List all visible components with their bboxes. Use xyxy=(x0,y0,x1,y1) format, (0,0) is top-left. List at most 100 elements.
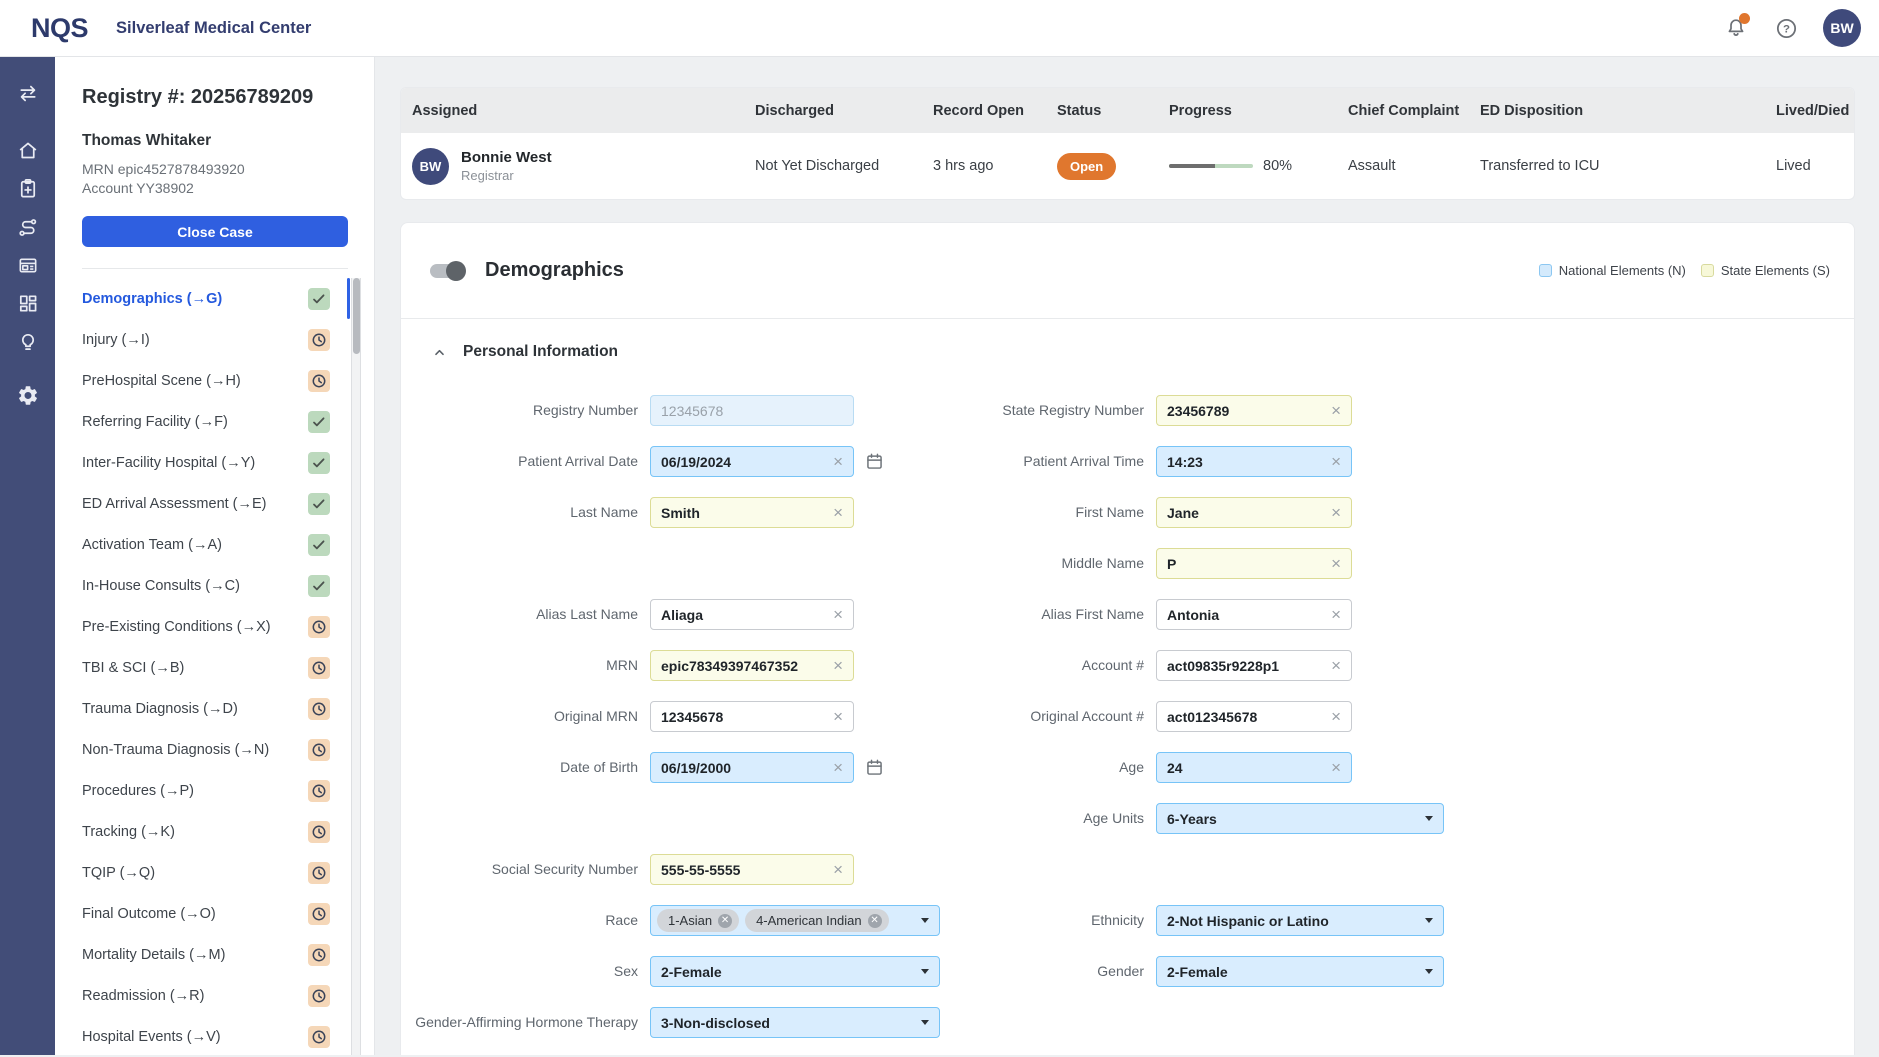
account-input[interactable]: act09835r9228p1 × xyxy=(1156,650,1352,681)
clear-field-icon[interactable]: × xyxy=(1331,656,1341,675)
route-icon[interactable] xyxy=(16,216,39,239)
open-calendar-button[interactable] xyxy=(864,757,885,778)
nav-item-referring-facility-f[interactable]: Referring Facility (→F) xyxy=(55,401,375,442)
legend-swatch xyxy=(1538,264,1552,277)
middle-name-value: P xyxy=(1167,555,1177,572)
status-pending-icon xyxy=(308,697,330,720)
help-button[interactable]: ? xyxy=(1773,15,1799,41)
clear-field-icon[interactable]: × xyxy=(1331,758,1341,777)
chip-remove-icon[interactable]: ✕ xyxy=(867,913,882,928)
nav-item-pre-existing-conditions-x[interactable]: Pre-Existing Conditions (→X) xyxy=(55,606,375,647)
nav-item-tbi-sci-b[interactable]: TBI & SCI (→B) xyxy=(55,647,375,688)
patient-arrival-time-input[interactable]: 14:23 × xyxy=(1156,446,1352,477)
home-icon[interactable] xyxy=(16,139,39,162)
registry-number-title: Registry #: 20256789209 xyxy=(82,86,314,108)
ethnicity-select[interactable]: 2-Not Hispanic or Latino xyxy=(1156,905,1444,936)
clear-field-icon[interactable]: × xyxy=(833,860,843,879)
nav-item-procedures-p[interactable]: Procedures (→P) xyxy=(55,770,375,811)
assignee-role: Registrar xyxy=(461,168,514,183)
gender-affirming-hormone-therapy-select[interactable]: 3-Non-disclosed xyxy=(650,1007,940,1038)
mrn-label: MRN xyxy=(606,656,638,673)
social-security-number-input[interactable]: 555-55-5555 × xyxy=(650,854,854,885)
swap-horizontal-icon[interactable] xyxy=(16,82,39,105)
clear-field-icon[interactable]: × xyxy=(833,758,843,777)
nav-scrollbar-thumb[interactable] xyxy=(352,278,360,354)
original-account-input[interactable]: act012345678 × xyxy=(1156,701,1352,732)
nav-item-demographics-g[interactable]: Demographics (→G) xyxy=(55,278,375,319)
nav-item-tqip-q[interactable]: TQIP (→Q) xyxy=(55,852,375,893)
nav-item-injury-i[interactable]: Injury (→I) xyxy=(55,319,375,360)
field-row-ethnicity: Ethnicity 2-Not Hispanic or Latino xyxy=(956,895,1856,946)
notifications-button[interactable] xyxy=(1723,13,1750,41)
age-input[interactable]: 24 × xyxy=(1156,752,1352,783)
alias-last-name-input[interactable]: Aliaga × xyxy=(650,599,854,630)
clear-field-icon[interactable]: × xyxy=(1331,605,1341,624)
clear-field-icon[interactable]: × xyxy=(1331,452,1341,471)
clear-field-icon[interactable]: × xyxy=(833,656,843,675)
race-chips: 1-Asian ✕ 4-American Indian ✕ xyxy=(657,909,913,932)
clear-field-icon[interactable]: × xyxy=(833,503,843,522)
field-row-original-account: Original Account # act012345678 × xyxy=(956,691,1856,742)
clear-field-icon[interactable]: × xyxy=(833,707,843,726)
chip-4-american-indian: 4-American Indian ✕ xyxy=(745,909,889,932)
alias-first-name-input[interactable]: Antonia × xyxy=(1156,599,1352,630)
sex-select[interactable]: 2-Female xyxy=(650,956,940,987)
lightbulb-icon[interactable] xyxy=(16,330,39,353)
user-avatar[interactable]: BW xyxy=(1823,9,1861,47)
nav-item-label: ED Arrival Assessment (→E) xyxy=(82,495,267,512)
nav-item-hospital-events-v[interactable]: Hospital Events (→V) xyxy=(55,1016,375,1057)
age-units-label: Age Units xyxy=(1083,809,1144,826)
original-mrn-input[interactable]: 12345678 × xyxy=(650,701,854,732)
open-calendar-button[interactable] xyxy=(864,451,885,472)
news-icon[interactable] xyxy=(16,254,39,277)
clear-field-icon[interactable]: × xyxy=(1331,554,1341,573)
mrn-value: epic78349397467352 xyxy=(661,657,799,674)
nav-item-prehospital-scene-h[interactable]: PreHospital Scene (→H) xyxy=(55,360,375,401)
status-complete-icon xyxy=(308,533,330,556)
nav-item-trauma-diagnosis-d[interactable]: Trauma Diagnosis (→D) xyxy=(55,688,375,729)
demographics-toggle[interactable] xyxy=(430,260,466,281)
field-row-age-units: Age Units 6-Years xyxy=(956,793,1856,844)
nav-item-in-house-consults-c[interactable]: In-House Consults (→C) xyxy=(55,565,375,606)
nav-scrollbar-track[interactable] xyxy=(351,278,361,1055)
registry-number-input[interactable]: 12345678 xyxy=(650,395,854,426)
mrn-input[interactable]: epic78349397467352 × xyxy=(650,650,854,681)
clear-field-icon[interactable]: × xyxy=(833,452,843,471)
field-row-patient-arrival-date: Patient Arrival Date 06/19/2024 × xyxy=(401,436,961,487)
state-registry-number-input[interactable]: 23456789 × xyxy=(1156,395,1352,426)
clock-icon xyxy=(312,989,326,1002)
nav-item-inter-facility-hospital-y[interactable]: Inter-Facility Hospital (→Y) xyxy=(55,442,375,483)
clear-field-icon[interactable]: × xyxy=(833,605,843,624)
clear-field-icon[interactable]: × xyxy=(1331,503,1341,522)
last-name-input[interactable]: Smith × xyxy=(650,497,854,528)
dashboard-icon[interactable] xyxy=(16,292,39,315)
nav-item-ed-arrival-assessment-e[interactable]: ED Arrival Assessment (→E) xyxy=(55,483,375,524)
nav-item-readmission-r[interactable]: Readmission (→R) xyxy=(55,975,375,1016)
race-select[interactable]: 1-Asian ✕ 4-American Indian ✕ xyxy=(650,905,940,936)
check-icon xyxy=(313,498,325,508)
alias-first-name-value: Antonia xyxy=(1167,606,1220,623)
gender-select[interactable]: 2-Female xyxy=(1156,956,1444,987)
table-row[interactable]: BW Bonnie West Registrar Not Yet Dischar… xyxy=(401,133,1854,199)
nav-item-final-outcome-o[interactable]: Final Outcome (→O) xyxy=(55,893,375,934)
first-name-input[interactable]: Jane × xyxy=(1156,497,1352,528)
nav-item-mortality-details-m[interactable]: Mortality Details (→M) xyxy=(55,934,375,975)
nav-rail xyxy=(0,57,55,1055)
nav-item-non-trauma-diagnosis-n[interactable]: Non-Trauma Diagnosis (→N) xyxy=(55,729,375,770)
clipboard-add-icon[interactable] xyxy=(16,177,39,200)
settings-icon[interactable] xyxy=(16,384,39,407)
collapse-section-button[interactable] xyxy=(431,344,448,361)
date-of-birth-input[interactable]: 06/19/2000 × xyxy=(650,752,854,783)
clear-field-icon[interactable]: × xyxy=(1331,707,1341,726)
patient-arrival-date-input[interactable]: 06/19/2024 × xyxy=(650,446,854,477)
chip-remove-icon[interactable]: ✕ xyxy=(718,913,733,928)
clear-field-icon[interactable]: × xyxy=(1331,401,1341,420)
nav-item-activation-team-a[interactable]: Activation Team (→A) xyxy=(55,524,375,565)
clock-icon xyxy=(312,784,326,797)
middle-name-input[interactable]: P × xyxy=(1156,548,1352,579)
age-units-select[interactable]: 6-Years xyxy=(1156,803,1444,834)
nav-item-tracking-k[interactable]: Tracking (→K) xyxy=(55,811,375,852)
nqs-logo[interactable]: NQS xyxy=(31,12,89,43)
age-value: 24 xyxy=(1167,759,1183,776)
close-case-button[interactable]: Close Case xyxy=(82,216,348,247)
